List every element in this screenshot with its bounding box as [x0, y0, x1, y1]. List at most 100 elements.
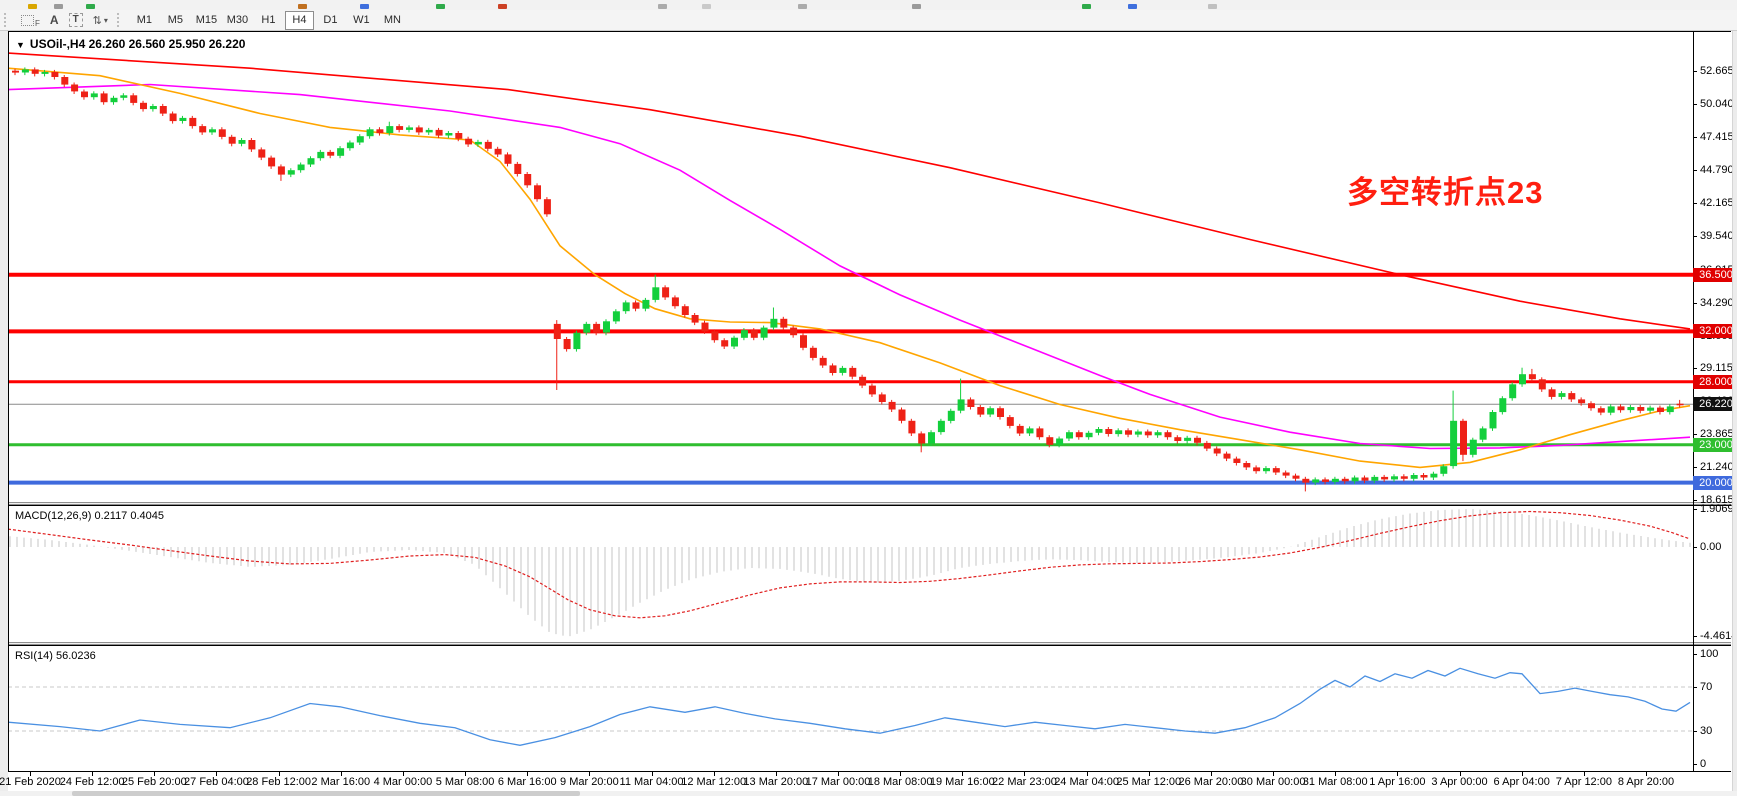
axis-tick	[1693, 731, 1697, 732]
axis-tick	[1693, 764, 1697, 765]
chart-toolbar: F A T ⇅ ▾ M1 M5 M15 M30 H1 H4 D1 W1 MN	[0, 10, 1737, 31]
grid-properties-button[interactable]: F	[16, 11, 45, 30]
price-axis-label: 39.540	[1700, 230, 1734, 242]
horizontal-scrollbar[interactable]	[0, 791, 1737, 796]
price-badge-26.220: 26.220	[1693, 397, 1737, 411]
chart-symbol-title: ▼ USOil-,H4 26.260 26.560 25.950 26.220	[16, 37, 245, 51]
ma-short-line	[8, 67, 1691, 469]
macd-label: MACD(12,26,9) 0.2117 0.4045	[15, 510, 164, 522]
timeframe-button-group: M1 M5 M15 M30 H1 H4 D1 W1 MN	[129, 10, 408, 30]
time-axis-label: 2 Mar 16:00	[311, 776, 371, 788]
window-right-edge	[1732, 31, 1737, 796]
dropdown-caret-icon: ▾	[103, 15, 108, 25]
timeframe-button-m1[interactable]: M1	[136, 14, 153, 27]
grid-icon	[21, 14, 34, 26]
timeframe-button-m30[interactable]: M30	[226, 14, 249, 27]
time-axis-tick	[1397, 772, 1399, 776]
time-axis-tick	[1335, 772, 1337, 776]
time-axis-tick	[402, 772, 404, 776]
chart-window[interactable]: ▼ USOil-,H4 26.260 26.560 25.950 26.220 多…	[0, 31, 1737, 796]
scrollbar-thumb[interactable]	[72, 791, 580, 796]
timeframe-button-m15[interactable]: M15	[195, 14, 218, 27]
axis-tick	[1693, 509, 1697, 510]
panel-border	[8, 771, 1731, 772]
time-axis-tick	[154, 772, 156, 776]
grid-icon-label: F	[35, 18, 40, 28]
text-box-tool-button[interactable]: T	[64, 11, 88, 30]
time-axis-tick	[838, 772, 839, 776]
rsi-axis-label: 100	[1700, 648, 1719, 660]
timeframe-button-h4[interactable]: H4	[284, 10, 314, 30]
axis-tick	[1693, 434, 1697, 435]
price-badge-36.500: 36.500	[1693, 268, 1737, 282]
axis-tick	[1693, 687, 1697, 688]
macd-signal-line	[8, 510, 1691, 619]
toolbar-drag-handle[interactable]	[4, 13, 10, 27]
text-label-tool-button[interactable]: A	[49, 13, 59, 27]
rsi-axis-label: 0	[1700, 758, 1707, 770]
time-axis-label: 8 Apr 20:00	[1617, 776, 1675, 788]
timeframe-button-d1[interactable]: D1	[323, 14, 338, 27]
panel-splitter[interactable]	[8, 642, 1731, 645]
toolbar-icon-fragment	[1128, 4, 1137, 9]
time-axis-label: 25 Feb 20:00	[121, 776, 187, 788]
collapse-triangle-icon[interactable]: ▼	[16, 40, 25, 50]
timeframe-button-h1[interactable]: H1	[261, 14, 276, 27]
timeframe-button-m5[interactable]: M5	[167, 14, 184, 27]
axis-tick	[1693, 203, 1697, 204]
price-badge-20.000: 20.000	[1693, 476, 1737, 490]
arrow-style-tool-button[interactable]: ⇅ ▾	[88, 11, 113, 30]
panel-border	[8, 505, 1731, 506]
candles-series	[12, 67, 1684, 492]
timeframe-button-mn[interactable]: MN	[383, 14, 401, 27]
time-axis-tick	[1273, 772, 1275, 776]
macd-axis-label: 0.00	[1700, 541, 1722, 553]
plot-left-border	[8, 31, 9, 771]
macd-axis-label: -4.4614	[1700, 630, 1737, 642]
time-axis-label: 7 Apr 12:00	[1555, 776, 1612, 788]
time-axis-tick	[216, 772, 218, 776]
axis-tick	[1693, 71, 1697, 72]
panel-border	[8, 645, 1731, 646]
timeframe-button-w1[interactable]: W1	[353, 14, 370, 27]
time-axis-tick	[465, 772, 467, 776]
toolbar-icon-fragment	[86, 4, 95, 9]
toolbar-icon-fragment	[360, 4, 369, 9]
time-axis-label: 1 Apr 16:00	[1369, 776, 1426, 788]
panel-splitter[interactable]	[8, 502, 1731, 505]
time-axis-label: 3 Apr 00:00	[1431, 776, 1488, 788]
time-axis-tick	[1024, 772, 1026, 776]
price-axis-label: 23.865	[1700, 428, 1734, 440]
axis-tick	[1693, 137, 1697, 138]
time-axis-label: 27 Feb 04:00	[184, 776, 249, 788]
time-axis-label: 25 Mar 12:00	[1116, 776, 1182, 788]
ma-medium-line	[8, 83, 1691, 450]
time-axis-label: 19 Mar 16:00	[929, 776, 995, 788]
time-axis-tick	[1459, 772, 1461, 776]
time-axis-label: 26 Mar 20:00	[1178, 776, 1244, 788]
time-axis-label: 13 Mar 20:00	[743, 776, 809, 788]
time-axis-tick	[1646, 772, 1647, 776]
time-axis-tick	[589, 772, 591, 776]
rsi-label: RSI(14) 56.0236	[15, 650, 96, 662]
axis-tick	[1693, 170, 1697, 171]
time-axis-label: 24 Mar 04:00	[1054, 776, 1120, 788]
price-badge-28.000: 28.000	[1693, 375, 1737, 389]
time-axis-label: 18 Mar 08:00	[867, 776, 933, 788]
time-axis-tick	[92, 772, 94, 776]
horizontal-level-lines[interactable]	[8, 272, 1693, 485]
price-candlestick-plot[interactable]	[8, 32, 1693, 502]
time-axis-tick	[1210, 772, 1212, 776]
price-axis-label: 29.115	[1700, 362, 1733, 374]
timeframe-group-handle[interactable]	[116, 13, 123, 27]
rsi-indicator-plot[interactable]	[8, 646, 1693, 771]
axis-tick	[1693, 236, 1697, 237]
macd-indicator-plot[interactable]	[8, 506, 1693, 642]
axis-tick	[1693, 636, 1697, 637]
price-axis-label: 52.665	[1700, 65, 1734, 77]
axis-tick	[1693, 104, 1697, 105]
axis-tick	[1693, 303, 1697, 304]
time-axis-tick	[1583, 772, 1585, 776]
toolbar-icon-fragment	[702, 4, 711, 9]
